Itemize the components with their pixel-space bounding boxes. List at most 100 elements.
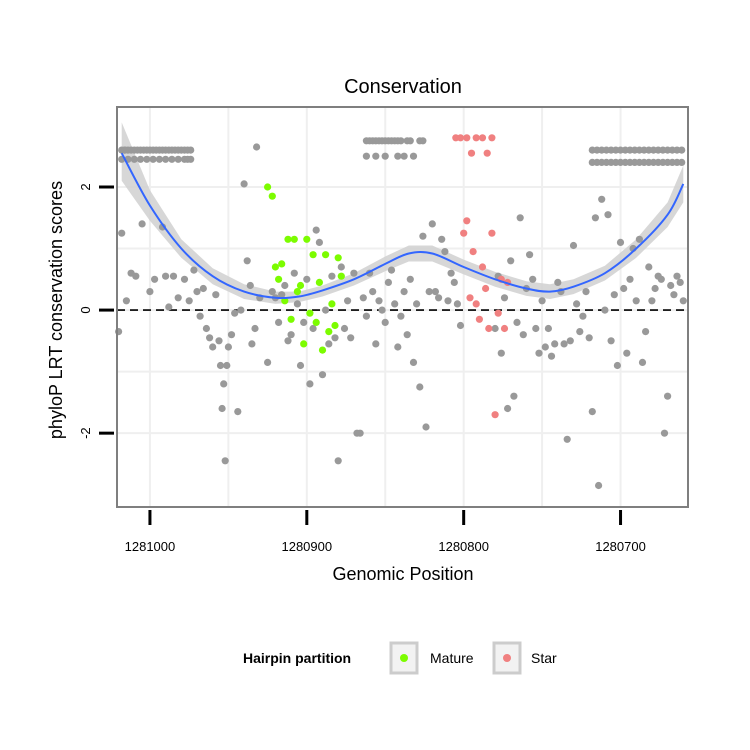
point-other — [535, 349, 543, 357]
x-tick-label: 1280900 — [281, 539, 332, 554]
point-other — [573, 300, 581, 308]
point-other — [591, 214, 600, 222]
legend-label-star: Star — [531, 650, 557, 666]
point-mature — [315, 278, 323, 286]
point-other — [613, 361, 622, 370]
point-other — [651, 284, 659, 293]
point-other — [657, 275, 665, 283]
point-other — [381, 318, 389, 326]
point-mature — [275, 275, 283, 283]
point-other — [268, 288, 276, 296]
point-other — [678, 146, 686, 154]
point-other — [660, 429, 669, 437]
point-other — [375, 297, 383, 305]
point-other — [180, 275, 189, 283]
point-other — [595, 481, 603, 490]
point-other — [616, 238, 625, 246]
point-star — [463, 134, 471, 142]
x-tick-label: 1280800 — [438, 539, 489, 554]
y-axis: 2 0 -2 — [78, 183, 114, 439]
point-mature — [268, 192, 276, 200]
point-other — [635, 235, 644, 243]
point-other — [121, 146, 129, 154]
point-other — [275, 318, 283, 326]
point-star — [472, 300, 480, 308]
point-other — [519, 331, 527, 339]
point-other — [673, 272, 681, 280]
point-other — [453, 300, 461, 308]
point-other — [169, 272, 178, 280]
point-other — [563, 435, 571, 443]
point-other — [221, 457, 229, 465]
point-star — [469, 248, 477, 256]
point-other — [576, 328, 584, 336]
point-other — [601, 306, 609, 314]
point-star — [488, 229, 496, 237]
point-other — [642, 328, 650, 336]
point-star — [460, 229, 468, 237]
point-other — [246, 281, 254, 290]
point-star — [485, 324, 493, 333]
point-other — [604, 211, 612, 219]
point-other — [497, 349, 505, 357]
point-other — [278, 291, 286, 299]
point-other — [409, 152, 418, 160]
point-other — [264, 358, 272, 366]
point-other — [435, 294, 443, 302]
point-other — [638, 358, 647, 366]
legend-key-star — [492, 641, 522, 675]
point-other — [190, 266, 198, 274]
legend-dot-star — [503, 654, 511, 662]
point-other — [507, 257, 515, 265]
point-other — [215, 337, 223, 345]
point-other — [678, 158, 686, 166]
point-other — [394, 343, 402, 351]
point-other — [251, 324, 259, 333]
point-other — [394, 152, 402, 160]
point-other — [547, 352, 556, 360]
point-other — [664, 392, 672, 400]
point-other — [419, 232, 427, 240]
point-other — [372, 340, 380, 348]
point-mature — [278, 260, 286, 268]
point-other — [174, 155, 182, 163]
point-other — [328, 272, 336, 280]
point-other — [582, 288, 590, 296]
x-axis-title: Genomic Position — [332, 564, 473, 584]
point-mature — [331, 321, 339, 330]
point-other — [645, 263, 653, 271]
point-other — [209, 343, 217, 351]
point-other — [679, 297, 687, 305]
x-tick-label: 1281000 — [125, 539, 176, 554]
point-other — [422, 423, 430, 431]
point-other — [187, 146, 195, 154]
point-other — [676, 278, 684, 286]
point-other — [444, 297, 452, 305]
point-other — [158, 223, 167, 231]
point-other — [306, 380, 314, 388]
point-other — [337, 263, 345, 271]
point-other — [165, 303, 173, 311]
point-other — [400, 152, 408, 160]
point-other — [196, 312, 204, 320]
point-other — [406, 275, 414, 283]
point-other — [670, 291, 678, 299]
point-other — [138, 220, 146, 228]
point-other — [240, 180, 248, 188]
y-tick-label: 2 — [78, 183, 93, 190]
point-star — [488, 134, 496, 142]
point-other — [136, 155, 145, 163]
point-other — [347, 334, 355, 342]
point-other — [431, 288, 439, 296]
point-other — [253, 143, 261, 151]
point-other — [450, 278, 458, 286]
point-other — [425, 288, 433, 296]
point-other — [185, 297, 193, 305]
point-other — [400, 288, 408, 296]
point-other — [588, 408, 596, 416]
point-other — [428, 220, 436, 228]
point-other — [130, 155, 138, 163]
point-other — [224, 343, 232, 351]
point-other — [441, 248, 449, 256]
point-other — [325, 340, 333, 348]
